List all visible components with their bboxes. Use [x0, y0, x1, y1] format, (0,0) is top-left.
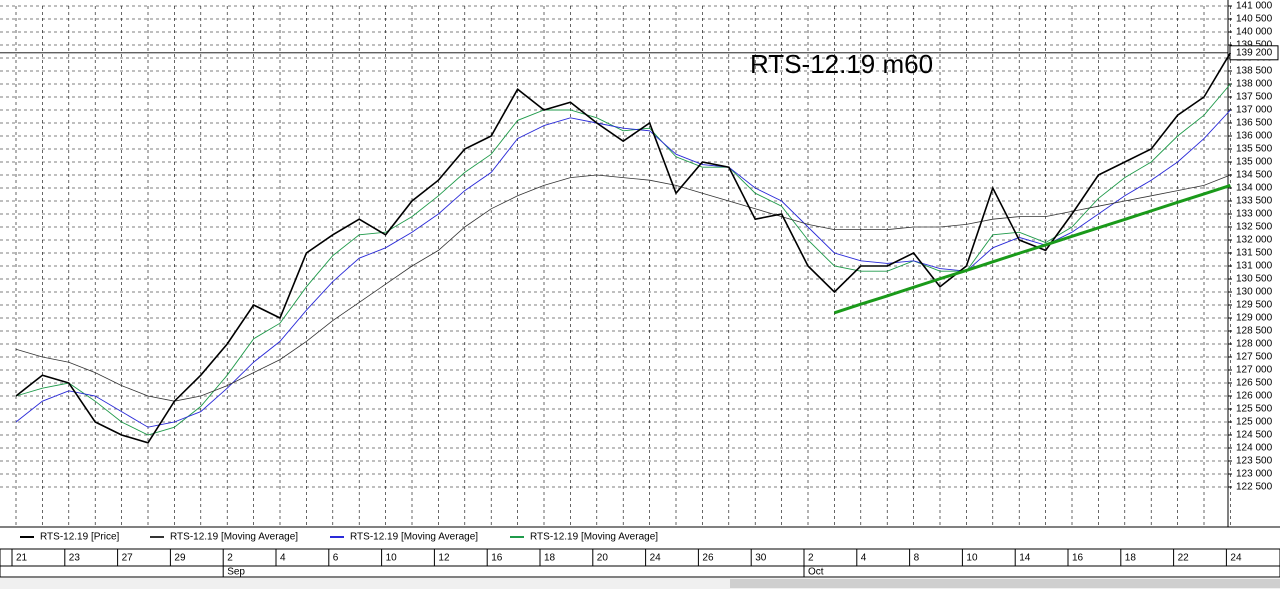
- x-tick-label: 18: [544, 553, 556, 564]
- trend-line: [833, 183, 1231, 315]
- y-tick-label: 137 500: [1236, 92, 1273, 103]
- legend-label: RTS-12.19 [Moving Average]: [530, 532, 658, 543]
- x-tick-label: 2: [808, 553, 814, 564]
- y-tick-label: 129 500: [1236, 300, 1273, 311]
- y-tick-label: 131 500: [1236, 248, 1273, 259]
- y-tick-label: 139 500: [1236, 40, 1273, 51]
- y-tick-label: 133 000: [1236, 209, 1273, 220]
- chart-annotation: RTS-12.19 m60: [750, 49, 933, 79]
- y-tick-label: 136 000: [1236, 131, 1273, 142]
- last-price-label: 139 200: [1236, 47, 1273, 58]
- y-tick-label: 135 000: [1236, 157, 1273, 168]
- y-tick-label: 140 500: [1236, 14, 1273, 25]
- series-line: [15, 109, 1231, 428]
- legend-label: RTS-12.19 [Moving Average]: [170, 532, 298, 543]
- legend-label: RTS-12.19 [Price]: [40, 532, 120, 543]
- series-line: [15, 83, 1231, 436]
- month-label: Oct: [808, 567, 824, 578]
- y-tick-label: 130 500: [1236, 274, 1273, 285]
- x-tick-label: 30: [755, 553, 767, 564]
- x-tick-label: 4: [861, 553, 867, 564]
- x-tick-label: 26: [702, 553, 714, 564]
- y-tick-label: 127 000: [1236, 365, 1273, 376]
- y-tick-label: 140 000: [1236, 27, 1273, 38]
- month-label: Sep: [227, 567, 245, 578]
- y-tick-label: 125 500: [1236, 404, 1273, 415]
- x-tick-label: 6: [333, 553, 339, 564]
- y-tick-label: 122 500: [1236, 482, 1273, 493]
- legend-label: RTS-12.19 [Moving Average]: [350, 532, 478, 543]
- y-tick-label: 138 000: [1236, 79, 1273, 90]
- y-tick-label: 125 000: [1236, 417, 1273, 428]
- x-tick-label: 23: [69, 553, 81, 564]
- x-tick-label: 20: [597, 553, 609, 564]
- y-tick-label: 123 500: [1236, 456, 1273, 467]
- y-tick-label: 141 000: [1236, 1, 1273, 12]
- x-tick-label: 16: [1072, 553, 1084, 564]
- x-tick-label: 8: [914, 553, 920, 564]
- y-tick-label: 134 000: [1236, 183, 1273, 194]
- x-tick-label: 22: [1178, 553, 1190, 564]
- x-tick-label: 24: [650, 553, 662, 564]
- y-tick-label: 126 000: [1236, 391, 1273, 402]
- x-tick-label: 27: [122, 553, 134, 564]
- x-tick-label: 29: [174, 553, 186, 564]
- y-tick-label: 136 500: [1236, 118, 1273, 129]
- time-axis: [0, 548, 1280, 578]
- y-tick-label: 135 500: [1236, 144, 1273, 155]
- x-tick-label: 18: [1125, 553, 1137, 564]
- x-tick-label: 12: [438, 553, 450, 564]
- x-tick-label: 16: [491, 553, 503, 564]
- y-tick-label: 132 000: [1236, 235, 1273, 246]
- y-tick-label: 130 000: [1236, 287, 1273, 298]
- series-line: [15, 52, 1232, 444]
- y-tick-label: 131 000: [1236, 261, 1273, 272]
- y-tick-label: 138 500: [1236, 66, 1273, 77]
- y-tick-label: 132 500: [1236, 222, 1273, 233]
- x-tick-label: 24: [1230, 553, 1242, 564]
- y-tick-label: 133 500: [1236, 196, 1273, 207]
- y-tick-label: 126 500: [1236, 378, 1273, 389]
- y-tick-label: 124 500: [1236, 430, 1273, 441]
- y-tick-label: 128 000: [1236, 339, 1273, 350]
- y-tick-label: 128 500: [1236, 326, 1273, 337]
- x-tick-label: 14: [1019, 553, 1031, 564]
- scrollbar[interactable]: [0, 578, 1280, 589]
- y-tick-label: 123 000: [1236, 469, 1273, 480]
- x-tick-label: 10: [966, 553, 978, 564]
- x-tick-label: 21: [16, 553, 28, 564]
- x-tick-label: 4: [280, 553, 286, 564]
- y-tick-label: 127 500: [1236, 352, 1273, 363]
- y-tick-label: 124 000: [1236, 443, 1273, 454]
- y-tick-label: 137 000: [1236, 105, 1273, 116]
- y-tick-label: 129 000: [1236, 313, 1273, 324]
- y-tick-label: 134 500: [1236, 170, 1273, 181]
- x-tick-label: 10: [386, 553, 398, 564]
- series-line: [15, 174, 1231, 402]
- x-tick-label: 2: [227, 553, 233, 564]
- scrollbar-thumb[interactable]: [730, 579, 1280, 588]
